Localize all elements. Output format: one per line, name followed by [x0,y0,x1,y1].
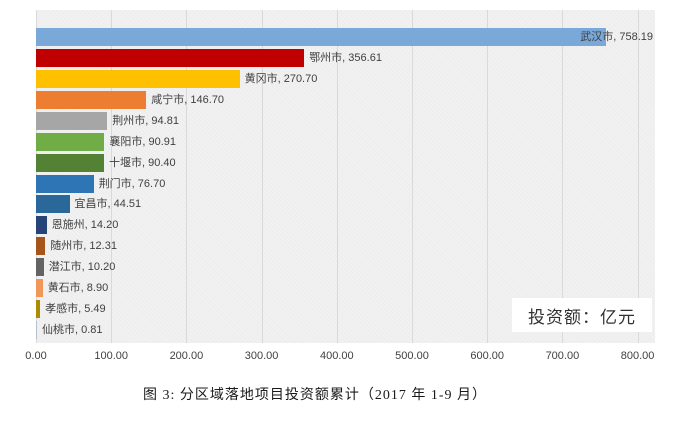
x-axis-tick-label: 0.00 [25,350,47,362]
bar-value-label: 黄石市, 8.90 [47,282,109,295]
gridline [111,10,113,343]
gridline [562,10,564,343]
bar-value-label: 黄冈市, 270.70 [244,72,318,85]
bar-15 [36,321,37,340]
plot-area: 武汉市, 758.19 鄂州市, 356.61 黄冈市, 270.70 咸宁市, 14… [36,10,655,343]
unit-label-box: 投资额：亿元 [512,298,652,332]
gridline [261,10,263,343]
bar-value-label: 恩施州, 14.20 [51,219,119,232]
gridline [637,10,639,343]
bar-value-label: 武汉市, 758.19 [580,31,653,43]
bar-value-label: 孝感市, 5.49 [45,303,106,316]
bar-value-label: 十堰市, 90.40 [109,156,176,169]
unit-label-text: 投资额：亿元 [528,307,636,327]
bar-value-label: 荆门市, 76.70 [98,177,166,190]
bar-value-label: 仙桃市, 0.81 [42,324,103,337]
bar-10 [36,216,47,235]
figure-caption: 图 3: 分区域落地项目投资额累计（2017 年 1-9 月） [142,388,488,403]
x-axis-tick-label: 700.00 [545,350,580,362]
bar-12 [36,258,44,277]
x-axis-tick-label: 400.00 [319,350,354,362]
x-axis-tick-label: 600.00 [470,350,505,362]
bar-8 [36,174,94,193]
bar-3 [36,69,240,88]
bar-value-label: 随州市, 12.31 [50,240,117,253]
bar-6 [36,132,105,151]
gridline [412,10,413,343]
bar-5 [36,111,108,130]
bar-13 [36,279,43,298]
gridline [336,10,338,343]
bar-value-label: 咸宁市, 146.70 [151,93,225,106]
bar-11 [36,237,46,256]
bar-value-label: 襄阳市, 90.91 [109,135,177,148]
x-axis-tick-label: 300.00 [244,350,279,362]
gridline [186,10,188,343]
bar-value-label: 宜昌市, 44.51 [74,198,142,211]
bar-7 [36,153,104,172]
bar-2 [36,48,305,67]
bar-1 [36,28,607,46]
bar-value-label: 潜江市, 10.20 [48,261,116,274]
bar-4 [36,90,147,109]
bar-value-label: 荆州市, 94.81 [112,114,179,127]
x-axis-tick-label: 800.00 [620,350,655,362]
x-axis-tick-label: 500.00 [395,350,429,362]
x-axis-tick-label: 100.00 [94,350,129,362]
bar-9 [36,195,70,214]
x-axis-tick-label: 200.00 [169,350,204,362]
gridline [487,10,489,343]
bar-value-label: 鄂州市, 356.61 [309,51,382,64]
bar-14 [36,300,41,319]
